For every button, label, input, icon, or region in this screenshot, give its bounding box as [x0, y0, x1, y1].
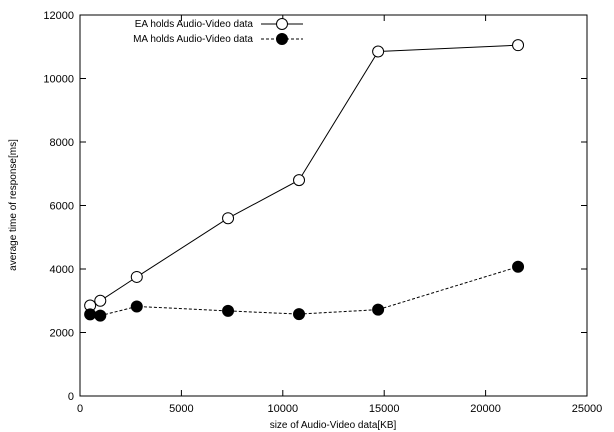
data-point-ma — [512, 260, 525, 273]
data-point-ea — [293, 174, 306, 187]
data-point-ea — [130, 270, 143, 283]
x-tick-label: 10000 — [268, 403, 299, 415]
y-tick-label: 2000 — [50, 328, 74, 340]
legend-label-ma: MA holds Audio-Video data — [133, 34, 253, 45]
data-point-ma — [130, 300, 143, 313]
y-tick-label: 6000 — [50, 201, 74, 213]
data-point-ea — [372, 45, 385, 58]
x-tick-label: 20000 — [470, 403, 501, 415]
y-axis-label: average time of response[ms] — [8, 139, 19, 271]
data-point-ea — [512, 39, 525, 52]
data-point-ma — [222, 304, 235, 317]
data-point-ma — [293, 308, 306, 321]
data-point-ma — [84, 308, 97, 321]
x-tick-label: 5000 — [169, 403, 193, 415]
plot-area — [79, 14, 588, 397]
y-tick-label: 10000 — [43, 74, 74, 86]
x-tick-label: 25000 — [572, 403, 603, 415]
axis-ticks: 0 5000 10000 15000 20000 25000 0 2000 4000 6000 80… — [43, 10, 602, 415]
series-line-ea — [89, 44, 519, 306]
legend-marker-ma — [276, 33, 288, 45]
legend-label-ea: EA holds Audio-Video data — [135, 19, 254, 30]
y-tick-label: 0 — [68, 391, 74, 403]
x-axis-label: size of Audio-Video data[KB] — [270, 420, 397, 431]
data-point-ea — [94, 294, 107, 307]
data-point-ma — [94, 309, 107, 322]
x-tick-label: 0 — [77, 403, 83, 415]
y-tick-label: 4000 — [50, 264, 74, 276]
series-line-ma — [90, 266, 519, 317]
series-layer — [84, 39, 525, 322]
legend: EA holds Audio-Video data MA holds Audio… — [133, 18, 303, 45]
data-point-ma — [372, 303, 385, 316]
y-tick-label: 8000 — [50, 137, 74, 149]
legend-marker-ea — [276, 18, 288, 30]
data-point-ea — [222, 212, 235, 225]
x-tick-label: 15000 — [369, 403, 400, 415]
y-tick-label: 12000 — [43, 10, 74, 22]
